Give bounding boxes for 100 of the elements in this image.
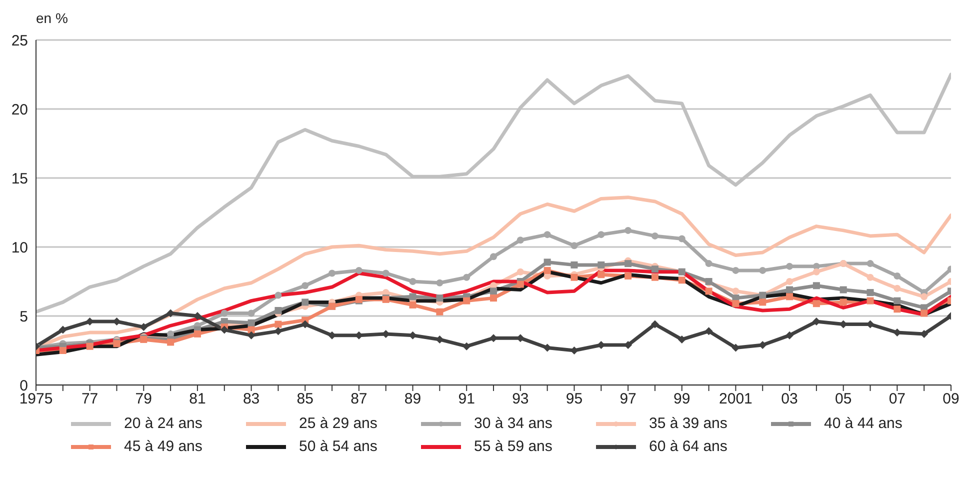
point [624,272,632,280]
point [301,320,310,328]
point [544,258,551,266]
point [651,274,658,281]
legend-label: 40 à 44 ans [824,415,902,432]
point [812,300,820,308]
point [732,266,740,274]
y-tick-label: 15 [11,170,28,188]
point [786,278,794,285]
point [598,271,605,278]
point [167,338,174,346]
point [840,298,847,306]
point [570,242,578,250]
point [302,298,309,306]
x-tick-label: 87 [350,390,368,408]
point [840,286,847,294]
x-tick-label: 93 [512,390,529,408]
point [328,270,336,277]
x-tick-label: 2001 [719,390,752,408]
point [704,327,713,336]
point [866,260,874,268]
point [812,268,820,276]
x-tick-label: 89 [404,390,422,408]
point [866,274,874,281]
point [490,294,497,302]
x-tick-label: 09 [942,390,960,408]
y-tick-label: 5 [20,308,28,326]
point [920,310,928,317]
x-tick-label: 03 [781,390,798,408]
legend-label: 30 à 34 ans [474,415,552,432]
point [759,298,766,306]
point [59,347,66,354]
point [732,288,740,295]
x-tick-label: 79 [135,390,152,408]
point [409,278,416,285]
point [651,266,658,273]
point [516,280,524,288]
point [220,310,228,317]
point [598,261,605,268]
point [436,294,444,302]
x-tick-label: 77 [81,390,98,408]
point [436,279,444,286]
point [570,274,578,281]
point [382,270,390,277]
x-tick-label: 91 [458,390,475,408]
point [436,335,444,344]
legend-label: 35 à 39 ans [649,415,728,432]
point [58,326,67,334]
point [650,320,659,328]
point [86,342,94,350]
line-series [36,72,951,314]
y-tick-label: 25 [11,32,28,50]
point [302,282,309,290]
legend-label: 60 à 64 ans [649,438,728,455]
point [544,231,551,238]
x-tick-label: 07 [888,390,906,408]
point [409,293,416,300]
point [274,327,282,336]
point [570,261,578,268]
legend-label: 50 à 54 ans [299,438,378,455]
x-tick-label: 97 [620,390,636,408]
point [220,326,228,334]
point [409,301,416,308]
legend-label: 20 à 24 ans [124,415,202,432]
legend-label: 55 à 59 ans [474,438,552,455]
point [274,320,282,328]
x-tick-label: 83 [242,390,260,408]
point [598,231,605,238]
x-tick-label: 05 [835,390,852,408]
point [462,342,471,350]
point [759,266,766,274]
x-tick-label: 81 [189,390,206,408]
point [248,310,255,317]
point [544,266,551,274]
point [490,288,497,295]
point [786,262,794,270]
point [274,292,282,299]
point [463,274,470,281]
point [463,297,470,304]
point [920,293,928,300]
point [894,284,901,292]
point [490,253,497,260]
point [624,226,632,234]
point [355,266,362,274]
point [140,323,148,332]
point [866,289,874,296]
x-tick-label: 95 [566,390,583,408]
point [516,236,524,244]
point [194,330,201,338]
point [786,286,794,294]
point [678,276,686,284]
point [624,260,632,268]
legend-label: 45 à 49 ans [124,438,202,455]
point [516,268,524,276]
point [678,235,686,242]
point [732,300,740,308]
point [436,308,444,316]
legend-label: 25 à 29 ans [299,415,378,432]
point [651,232,658,240]
point [705,260,712,268]
